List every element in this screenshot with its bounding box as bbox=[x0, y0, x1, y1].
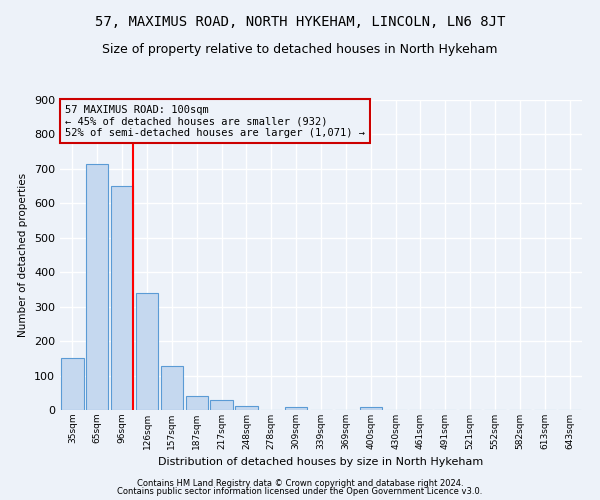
Bar bbox=[211, 400, 233, 410]
Bar bbox=[111, 186, 133, 410]
Y-axis label: Number of detached properties: Number of detached properties bbox=[19, 173, 28, 337]
X-axis label: Distribution of detached houses by size in North Hykeham: Distribution of detached houses by size … bbox=[158, 458, 484, 468]
Bar bbox=[136, 293, 158, 410]
Bar bbox=[285, 407, 307, 410]
Bar bbox=[185, 396, 208, 410]
Bar bbox=[359, 407, 382, 410]
Text: Contains public sector information licensed under the Open Government Licence v3: Contains public sector information licen… bbox=[118, 487, 482, 496]
Text: 57, MAXIMUS ROAD, NORTH HYKEHAM, LINCOLN, LN6 8JT: 57, MAXIMUS ROAD, NORTH HYKEHAM, LINCOLN… bbox=[95, 15, 505, 29]
Bar bbox=[61, 358, 83, 410]
Bar bbox=[86, 164, 109, 410]
Text: 57 MAXIMUS ROAD: 100sqm
← 45% of detached houses are smaller (932)
52% of semi-d: 57 MAXIMUS ROAD: 100sqm ← 45% of detache… bbox=[65, 104, 365, 138]
Bar bbox=[161, 366, 183, 410]
Text: Contains HM Land Registry data © Crown copyright and database right 2024.: Contains HM Land Registry data © Crown c… bbox=[137, 478, 463, 488]
Text: Size of property relative to detached houses in North Hykeham: Size of property relative to detached ho… bbox=[102, 42, 498, 56]
Bar bbox=[235, 406, 257, 410]
